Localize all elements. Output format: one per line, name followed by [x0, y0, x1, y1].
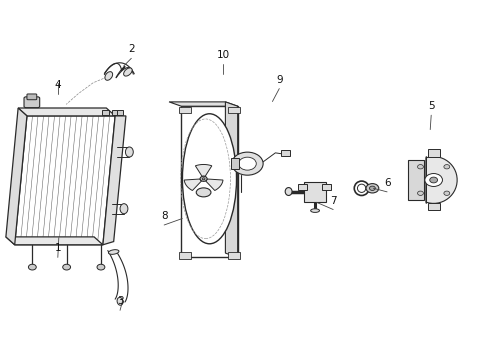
Circle shape [430, 177, 438, 183]
Ellipse shape [120, 204, 128, 214]
Polygon shape [322, 184, 331, 190]
Circle shape [63, 264, 71, 270]
Circle shape [97, 264, 105, 270]
Circle shape [202, 178, 205, 180]
Ellipse shape [117, 297, 123, 305]
Ellipse shape [125, 147, 133, 157]
Text: 5: 5 [428, 101, 435, 111]
Circle shape [28, 264, 36, 270]
Circle shape [232, 152, 263, 175]
Ellipse shape [123, 68, 132, 76]
Polygon shape [225, 102, 238, 257]
Bar [179, 107, 191, 113]
Circle shape [417, 165, 423, 169]
Polygon shape [117, 109, 123, 115]
Text: 3: 3 [117, 296, 123, 306]
Polygon shape [15, 116, 115, 245]
Ellipse shape [196, 188, 211, 197]
Ellipse shape [105, 72, 113, 80]
Ellipse shape [285, 188, 292, 195]
Text: 10: 10 [217, 50, 229, 60]
Ellipse shape [108, 250, 119, 254]
Polygon shape [298, 184, 307, 190]
FancyBboxPatch shape [27, 94, 37, 100]
Polygon shape [206, 179, 223, 190]
Polygon shape [428, 149, 440, 157]
Polygon shape [196, 165, 212, 176]
Ellipse shape [358, 184, 366, 192]
Circle shape [366, 184, 379, 193]
Polygon shape [181, 106, 238, 257]
Polygon shape [103, 116, 126, 245]
Polygon shape [428, 203, 440, 210]
Ellipse shape [182, 114, 237, 244]
Bar [179, 252, 191, 259]
Polygon shape [18, 108, 115, 116]
Circle shape [444, 191, 450, 195]
Circle shape [417, 191, 423, 195]
Circle shape [200, 176, 207, 181]
FancyBboxPatch shape [24, 97, 40, 108]
Polygon shape [281, 150, 290, 157]
Polygon shape [102, 109, 109, 115]
Polygon shape [169, 102, 238, 106]
Ellipse shape [311, 209, 319, 212]
Polygon shape [112, 109, 119, 115]
Circle shape [369, 186, 375, 190]
Polygon shape [6, 237, 103, 245]
Circle shape [444, 165, 450, 169]
Ellipse shape [354, 181, 369, 195]
Bar [228, 252, 240, 259]
Polygon shape [304, 182, 326, 202]
Bar [228, 107, 240, 113]
Text: 1: 1 [54, 243, 61, 253]
Circle shape [239, 157, 256, 170]
Text: 6: 6 [384, 178, 391, 188]
Polygon shape [408, 160, 424, 200]
Text: 8: 8 [161, 211, 168, 221]
Text: 4: 4 [54, 80, 61, 90]
Polygon shape [231, 158, 239, 169]
Polygon shape [426, 157, 457, 203]
Polygon shape [6, 108, 27, 245]
Polygon shape [184, 179, 201, 190]
Text: 2: 2 [128, 44, 135, 54]
Text: 7: 7 [330, 195, 337, 206]
Text: 9: 9 [276, 75, 283, 85]
Circle shape [425, 174, 442, 186]
